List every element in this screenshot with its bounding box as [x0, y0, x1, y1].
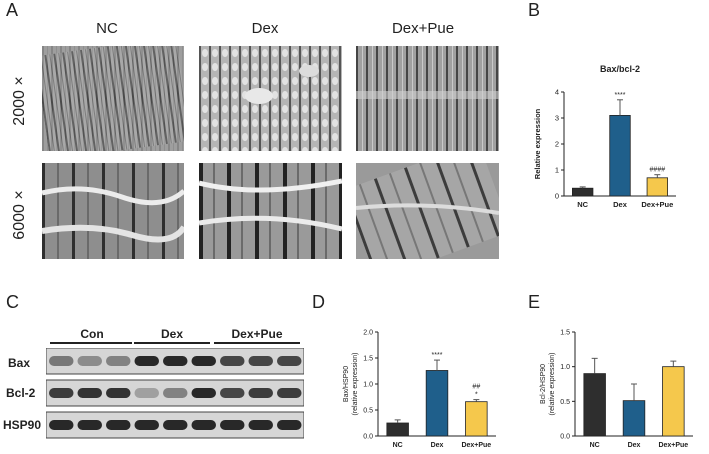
y-tick-label: 0.0: [560, 434, 570, 441]
band-HSP90-lane-3: [106, 420, 131, 430]
band-Bax-lane-6: [191, 356, 216, 366]
band-Bcl-2-lane-5: [163, 388, 188, 398]
panel-letter-b: B: [528, 0, 541, 20]
band-Bcl-2-lane-9: [277, 388, 302, 398]
micrograph-dex-pue-6000x: [356, 163, 499, 259]
x-tick-label: NC: [590, 442, 600, 449]
y-axis-label-2: (relative expression): [549, 352, 556, 415]
band-Bax-lane-8: [248, 356, 273, 366]
band-Bax-lane-3: [106, 356, 131, 366]
micrograph-nc-6000x: [42, 163, 184, 259]
y-tick-label: 0.5: [560, 399, 570, 406]
y-tick-label: 0.5: [363, 408, 373, 415]
significance-label: *: [475, 392, 478, 399]
y-tick-label: 2.0: [363, 330, 373, 337]
x-tick-label: Dex+Pue: [461, 442, 491, 449]
y-tick-label: 0.0: [363, 434, 373, 441]
band-Bcl-2-lane-3: [106, 388, 131, 398]
micrograph-dex-pue-2000x: [356, 46, 499, 151]
band-Bcl-2-lane-6: [191, 388, 216, 398]
band-Bax-lane-1: [49, 356, 74, 366]
x-tick-label: Dex: [431, 442, 444, 449]
x-tick-label: Dex: [613, 200, 628, 209]
band-HSP90-lane-5: [163, 420, 188, 430]
row-label-2000x: 2000 ×: [11, 76, 28, 126]
bar-Dex+Pue: [662, 366, 685, 437]
y-axis-label-2: (relative expression): [352, 352, 359, 415]
significance-label: ####: [650, 167, 666, 174]
micrograph-nc-2000x: [42, 46, 184, 151]
y-tick-label: 3: [555, 114, 559, 123]
band-HSP90-lane-8: [248, 420, 273, 430]
bar-Dex+Pue: [465, 401, 488, 437]
x-tick-label: NC: [393, 442, 403, 449]
column-label-dex-pue: Dex+Pue: [391, 20, 455, 37]
bar-Dex+Pue: [646, 177, 668, 197]
bar-NC: [583, 373, 606, 437]
wb-group-dex: Dex: [160, 327, 183, 341]
y-tick-label: 1.0: [363, 382, 373, 389]
wb-group-con: Con: [80, 327, 104, 341]
band-HSP90-lane-7: [220, 420, 245, 430]
wb-group-line-con: [50, 342, 132, 344]
bar-NC: [386, 422, 409, 437]
band-Bcl-2-lane-4: [134, 388, 159, 398]
y-tick-label: 1: [555, 166, 559, 175]
bar-Dex: [425, 370, 449, 437]
significance-label: ##: [472, 384, 480, 391]
row-label-6000x: 6000 ×: [11, 190, 28, 240]
chart-d: 0.0 0.5 1.0 1.5 2.0 Bax/HSP90 (relative expres…: [343, 330, 496, 449]
band-HSP90-lane-9: [277, 420, 302, 430]
chart-e: 0.0 0.5 1.0 1.5 Bcl-2/HSP90 (relative express…: [540, 330, 693, 449]
x-tick-label: Dex: [628, 442, 641, 449]
bar-Dex: [622, 400, 646, 437]
micrograph-dex-2000x: [199, 46, 342, 151]
band-Bax-lane-4: [134, 356, 159, 366]
band-Bcl-2-lane-8: [248, 388, 273, 398]
y-tick-label: 4: [555, 88, 559, 97]
band-HSP90-lane-4: [134, 420, 159, 430]
y-axis-label: Bax/HSP90: [343, 366, 350, 402]
panel-letter-a: A: [6, 0, 19, 20]
y-tick-label: 0: [555, 192, 559, 201]
wb-label-bcl2: Bcl-2: [6, 386, 36, 400]
band-HSP90-lane-1: [49, 420, 74, 430]
significance-label: ****: [615, 92, 626, 99]
significance-label: ****: [432, 352, 443, 359]
panel-letter-e: E: [528, 292, 541, 312]
bar-Dex: [609, 115, 631, 197]
column-label-nc: NC: [96, 20, 118, 37]
band-Bax-lane-5: [163, 356, 188, 366]
x-tick-label: NC: [577, 200, 588, 209]
chart-b: Bax/bcl-2 0 1 2 3 4 Relative expression NC Dex **…: [533, 64, 676, 209]
y-tick-label: 1.5: [560, 330, 570, 337]
band-Bax-lane-2: [77, 356, 102, 366]
band-HSP90-lane-2: [77, 420, 102, 430]
wb-group-line-dex-pue: [214, 342, 300, 344]
bar-NC: [572, 187, 594, 197]
band-Bcl-2-lane-7: [220, 388, 245, 398]
western-blot: [46, 348, 304, 439]
wb-label-hsp90: HSP90: [3, 418, 42, 432]
panel-letter-d: D: [312, 292, 325, 312]
x-tick-label: Dex+Pue: [641, 200, 673, 209]
y-tick-label: 1.5: [363, 356, 373, 363]
band-HSP90-lane-6: [191, 420, 216, 430]
band-Bcl-2-lane-2: [77, 388, 102, 398]
wb-label-bax: Bax: [8, 356, 31, 370]
chart-title: Bax/bcl-2: [600, 64, 640, 74]
micrograph-dex-6000x: [199, 163, 342, 259]
panel-letter-c: C: [6, 292, 19, 312]
band-Bax-lane-9: [277, 356, 302, 366]
band-Bax-lane-7: [220, 356, 245, 366]
band-Bcl-2-lane-1: [49, 388, 74, 398]
y-axis-label: Bcl-2/HSP90: [540, 364, 547, 404]
wb-group-line-dex: [134, 342, 210, 344]
wb-group-dex-pue: Dex+Pue: [231, 327, 283, 341]
y-tick-label: 2: [555, 140, 559, 149]
column-label-dex: Dex: [251, 20, 279, 37]
x-tick-label: Dex+Pue: [658, 442, 688, 449]
y-axis-label: Relative expression: [533, 108, 542, 179]
y-tick-label: 1.0: [560, 364, 570, 371]
